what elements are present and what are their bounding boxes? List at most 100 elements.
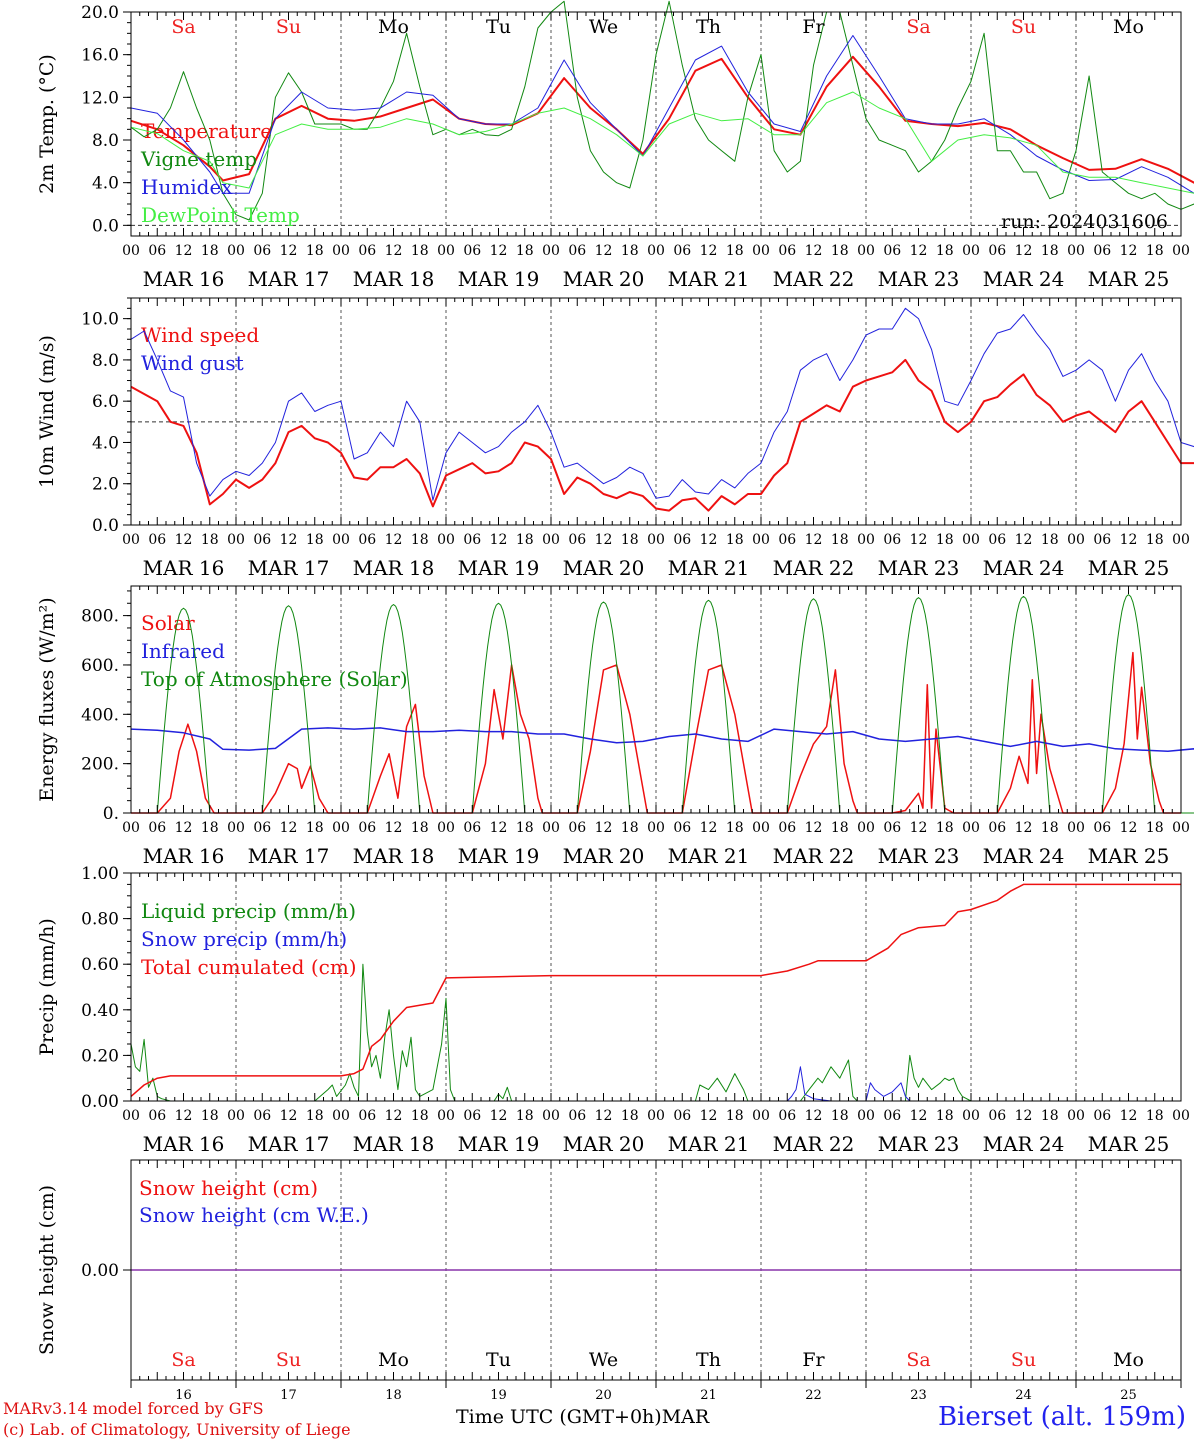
x-hour-label: 12: [700, 1108, 718, 1124]
x-hour-label: 12: [1015, 820, 1033, 836]
x-hour-label: 00: [122, 820, 140, 836]
y-axis-label: 10m Wind (m/s): [36, 335, 58, 488]
x-hour-label: 00: [647, 820, 665, 836]
x-hour-label: 12: [385, 820, 403, 836]
weekday-label: Mo: [1113, 1349, 1144, 1371]
x-day-label: MAR 23: [878, 556, 960, 580]
x-hour-label: 06: [988, 820, 1006, 836]
x-day-label: MAR 25: [1088, 1132, 1170, 1156]
y-axis-label: 2m Temp. (°C): [36, 54, 58, 194]
x-hour-label: 00: [1067, 243, 1085, 259]
x-hour-label: 18: [936, 1108, 954, 1124]
time-axis-label: Time UTC (GMT+0h): [456, 1406, 662, 1428]
weekday-label: We: [589, 1349, 618, 1371]
x-hour-label: 18: [306, 820, 324, 836]
x-hour-label: 18: [201, 1108, 219, 1124]
y-tick-label: 0.00: [81, 1261, 119, 1281]
x-hour-label: 06: [463, 532, 481, 548]
x-hour-label: 06: [463, 1108, 481, 1124]
legend-label: Humidex: [141, 175, 233, 199]
weekday-label: Fr: [802, 1349, 825, 1371]
legend-label: Top of Atmosphere (Solar): [141, 667, 408, 691]
x-hour-label: 06: [568, 532, 586, 548]
legend-label: Snow height (cm): [139, 1176, 318, 1200]
x-hour-label: 12: [595, 243, 613, 259]
x-hour-label: 06: [463, 820, 481, 836]
x-day-label: MAR 24: [983, 1132, 1065, 1156]
x-hour-label: 06: [673, 532, 691, 548]
x-hour-label: 12: [1120, 820, 1138, 836]
y-tick-label: 12.0: [81, 88, 119, 108]
x-day-label: MAR 21: [668, 267, 750, 291]
y-tick-label: 10.0: [81, 310, 119, 330]
x-hour-label: 18: [1041, 532, 1059, 548]
x-hour-label: 06: [568, 820, 586, 836]
x-day-label: MAR 21: [668, 1132, 750, 1156]
x-day-label: MAR 24: [983, 556, 1065, 580]
x-hour-label: 06: [253, 532, 271, 548]
y-tick-label: 0.0: [92, 216, 119, 236]
x-hour-label: 18: [1041, 243, 1059, 259]
x-hour-label: 12: [280, 1108, 298, 1124]
day-number-label: 18: [385, 1388, 402, 1403]
x-hour-label: 18: [516, 820, 534, 836]
series-line: [131, 651, 1181, 814]
x-day-label: MAR 21: [668, 556, 750, 580]
x-hour-label: 12: [175, 243, 193, 259]
x-hour-label: 12: [175, 1108, 193, 1124]
x-hour-label: 18: [1146, 532, 1164, 548]
x-hour-label: 00: [857, 820, 875, 836]
y-tick-label: 400.: [81, 705, 119, 725]
y-axis-label: Precip (mm/h): [36, 918, 58, 1056]
x-hour-label: 18: [516, 1108, 534, 1124]
x-hour-label: 18: [726, 1108, 744, 1124]
x-hour-label: 06: [568, 1108, 586, 1124]
x-hour-label: 12: [385, 1108, 403, 1124]
x-day-label: MAR 16: [143, 1132, 225, 1156]
x-day-label: MAR 22: [773, 267, 855, 291]
x-day-label: MAR 18: [353, 267, 435, 291]
day-number-label: 17: [280, 1388, 297, 1403]
x-hour-label: 12: [490, 820, 508, 836]
y-tick-label: 0.40: [81, 1001, 119, 1021]
x-hour-label: 12: [1015, 243, 1033, 259]
lab-credit: (c) Lab. of Climatology, University of L…: [3, 1420, 351, 1439]
y-tick-label: 0.0: [92, 516, 119, 536]
weekday-label: Su: [1011, 16, 1036, 38]
x-day-label: MAR 19: [458, 1132, 540, 1156]
x-day-label: MAR 23: [878, 844, 960, 868]
x-hour-label: 18: [726, 243, 744, 259]
weekday-label: Su: [1011, 1349, 1036, 1371]
x-hour-label: 06: [358, 820, 376, 836]
x-hour-label: 00: [857, 1108, 875, 1124]
x-hour-label: 06: [148, 820, 166, 836]
x-hour-label: 00: [332, 1108, 350, 1124]
legend-label: DewPoint Temp: [141, 203, 300, 227]
legend-label: Wind speed: [141, 323, 259, 347]
x-hour-label: 06: [883, 1108, 901, 1124]
x-hour-label: 06: [673, 1108, 691, 1124]
x-hour-label: 00: [332, 532, 350, 548]
x-hour-label: 18: [411, 532, 429, 548]
x-hour-label: 00: [1172, 1108, 1190, 1124]
x-hour-label: 12: [805, 532, 823, 548]
x-day-label: MAR 18: [353, 556, 435, 580]
x-hour-label: 06: [883, 820, 901, 836]
day-number-label: 21: [700, 1388, 717, 1403]
weekday-label: Mo: [378, 1349, 409, 1371]
x-hour-label: 06: [568, 243, 586, 259]
x-hour-label: 12: [910, 532, 928, 548]
y-tick-label: 0.60: [81, 955, 119, 975]
x-hour-label: 12: [385, 532, 403, 548]
weekday-label: Mo: [378, 16, 409, 38]
weekday-label: Th: [696, 1349, 721, 1371]
x-hour-label: 12: [175, 820, 193, 836]
day-number-label: 16: [175, 1388, 192, 1403]
time-axis-title: Time UTC (GMT+0h)MAR: [456, 1406, 709, 1428]
y-axis-label: Energy fluxes (W/m²): [36, 597, 58, 801]
x-hour-label: 00: [542, 820, 560, 836]
x-hour-label: 12: [910, 820, 928, 836]
x-hour-label: 00: [647, 532, 665, 548]
x-hour-label: 06: [1093, 820, 1111, 836]
